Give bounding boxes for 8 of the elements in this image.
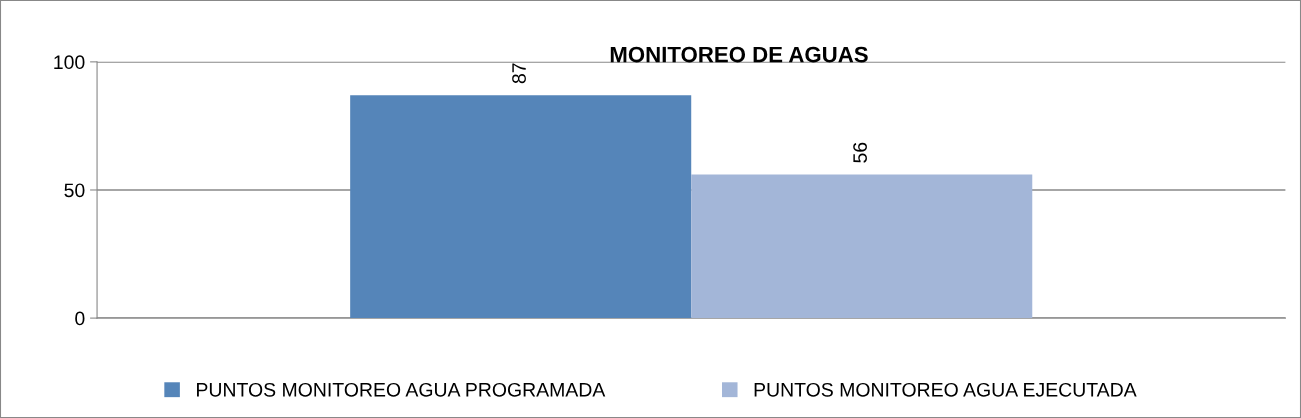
data-label: 56 xyxy=(853,142,867,163)
legend-label: PUNTOS MONITOREO AGUA EJECUTADA xyxy=(754,382,1137,397)
y-tick-label: 100 xyxy=(54,55,85,70)
legend-label: PUNTOS MONITOREO AGUA PROGRAMADA xyxy=(197,382,606,397)
chart-title: MONITOREO DE AGUAS xyxy=(610,46,868,63)
data-label: 87 xyxy=(512,63,526,84)
y-tick-label: 50 xyxy=(64,183,85,198)
y-tick-label: 0 xyxy=(75,311,85,326)
